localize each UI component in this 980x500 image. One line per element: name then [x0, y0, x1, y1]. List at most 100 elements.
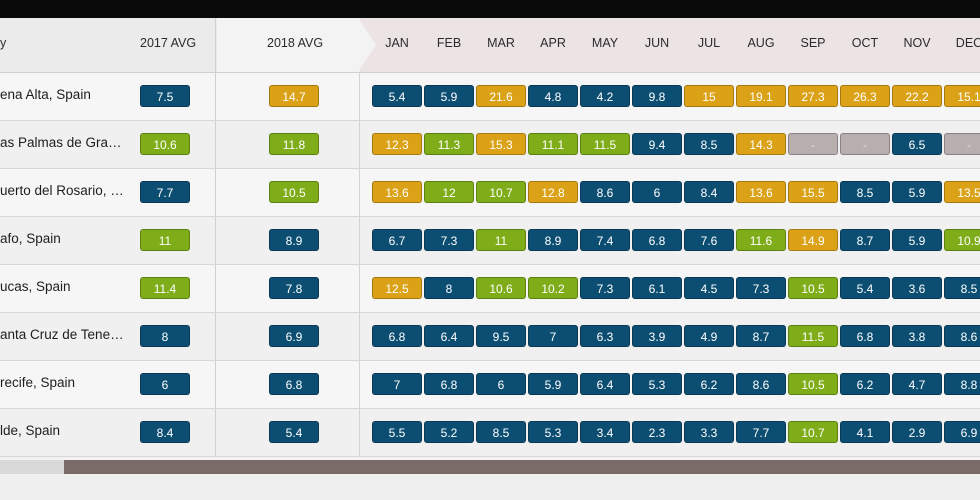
- month-value-may: 7.4: [580, 229, 630, 251]
- month-value-oct: 4.1: [840, 421, 890, 443]
- month-value-oct: 5.4: [840, 277, 890, 299]
- month-value-oct: 8.7: [840, 229, 890, 251]
- avg2018-column-header[interactable]: 2018 AVG: [217, 18, 359, 72]
- table-body: ena Alta, Spain 7.5 14.7 5.4 5.9 21.6 4.8 4.2 9.…: [0, 73, 980, 457]
- table-row[interactable]: recife, Spain 6 6.8 7 6.8 6 5.9 6.4 5.3 6.2 8.6 10.…: [0, 361, 980, 409]
- month-value-dec: -: [944, 133, 980, 155]
- month-value-jun: 3.9: [632, 325, 682, 347]
- month-value-may: 6.3: [580, 325, 630, 347]
- month-value-mar: 6: [476, 373, 526, 395]
- month-header-nov[interactable]: NOV: [903, 36, 931, 50]
- month-value-feb: 11.3: [424, 133, 474, 155]
- column-divider: [359, 217, 360, 264]
- month-value-sep: -: [788, 133, 838, 155]
- month-header-sep[interactable]: SEP: [800, 36, 826, 50]
- avg2018-value: 14.7: [269, 85, 319, 107]
- month-value-jan: 12.3: [372, 133, 422, 155]
- month-value-sep: 27.3: [788, 85, 838, 107]
- month-header-feb[interactable]: FEB: [436, 36, 462, 50]
- table-row[interactable]: anta Cruz de Tene… 8 6.9 6.8 6.4 9.5 7 6.3 3.9 4.…: [0, 313, 980, 361]
- city-name[interactable]: recife, Spain: [0, 375, 76, 390]
- table-row[interactable]: lde, Spain 8.4 5.4 5.5 5.2 8.5 5.3 3.4 2.3 3.3 7.7…: [0, 409, 980, 457]
- month-value-may: 3.4: [580, 421, 630, 443]
- city-cell: ena Alta, Spain: [0, 73, 216, 120]
- month-value-sep: 14.9: [788, 229, 838, 251]
- month-value-dec: 10.9: [944, 229, 980, 251]
- month-value-jan: 6.8: [372, 325, 422, 347]
- month-value-jan: 12.5: [372, 277, 422, 299]
- month-value-sep: 11.5: [788, 325, 838, 347]
- month-value-nov: 6.5: [892, 133, 942, 155]
- month-value-apr: 11.1: [528, 133, 578, 155]
- month-value-mar: 9.5: [476, 325, 526, 347]
- month-value-jan: 6.7: [372, 229, 422, 251]
- city-cell: lde, Spain: [0, 409, 216, 456]
- table-row[interactable]: afo, Spain 11 8.9 6.7 7.3 11 8.9 7.4 6.8 7.6 11.6 1…: [0, 217, 980, 265]
- month-value-jan: 5.4: [372, 85, 422, 107]
- month-value-jun: 5.3: [632, 373, 682, 395]
- month-header-oct[interactable]: OCT: [851, 36, 879, 50]
- table-row[interactable]: uerto del Rosario, … 7.7 10.5 13.6 12 10.7 12.…: [0, 169, 980, 217]
- table-row[interactable]: ena Alta, Spain 7.5 14.7 5.4 5.9 21.6 4.8 4.2 9.…: [0, 73, 980, 121]
- month-value-jan: 5.5: [372, 421, 422, 443]
- avg2017-value: 10.6: [140, 133, 190, 155]
- city-name[interactable]: anta Cruz de Tene…: [0, 327, 124, 342]
- month-header-aug[interactable]: AUG: [747, 36, 775, 50]
- table-header: y 2017 AVG 2018 AVG JAN FEB MAR APR MAY JUN JU…: [0, 18, 980, 73]
- month-header-may[interactable]: MAY: [591, 36, 619, 50]
- city-name[interactable]: lde, Spain: [0, 423, 61, 438]
- month-value-aug: 7.7: [736, 421, 786, 443]
- month-value-feb: 5.2: [424, 421, 474, 443]
- avg2018-value: 6.9: [269, 325, 319, 347]
- city-name[interactable]: ena Alta, Spain: [0, 87, 91, 102]
- month-value-jul: 4.5: [684, 277, 734, 299]
- month-header-jul[interactable]: JUL: [697, 36, 721, 50]
- month-value-oct: 26.3: [840, 85, 890, 107]
- month-value-jul: 8.4: [684, 181, 734, 203]
- month-value-jul: 7.6: [684, 229, 734, 251]
- month-value-oct: 6.2: [840, 373, 890, 395]
- month-value-feb: 5.9: [424, 85, 474, 107]
- month-value-mar: 10.6: [476, 277, 526, 299]
- city-cell: afo, Spain: [0, 217, 216, 264]
- avg2017-header-label[interactable]: 2017 AVG: [140, 36, 197, 50]
- month-value-may: 7.3: [580, 277, 630, 299]
- month-value-apr: 5.3: [528, 421, 578, 443]
- month-header-mar[interactable]: MAR: [487, 36, 515, 50]
- month-header-dec[interactable]: DEC: [955, 36, 980, 50]
- city-name[interactable]: as Palmas de Gra…: [0, 135, 122, 150]
- avg2018-value: 11.8: [269, 133, 319, 155]
- table-row[interactable]: ucas, Spain 11.4 7.8 12.5 8 10.6 10.2 7.3 6.1 4.5…: [0, 265, 980, 313]
- month-value-aug: 14.3: [736, 133, 786, 155]
- top-dark-bar: [0, 0, 980, 18]
- month-value-jul: 6.2: [684, 373, 734, 395]
- month-header-jun[interactable]: JUN: [644, 36, 670, 50]
- table-row[interactable]: as Palmas de Gra… 10.6 11.8 12.3 11.3 15.3 11.…: [0, 121, 980, 169]
- month-value-aug: 19.1: [736, 85, 786, 107]
- city-cell: as Palmas de Gra…: [0, 121, 216, 168]
- month-value-apr: 4.8: [528, 85, 578, 107]
- city-name[interactable]: afo, Spain: [0, 231, 61, 246]
- month-value-apr: 5.9: [528, 373, 578, 395]
- month-header-jan[interactable]: JAN: [385, 36, 409, 50]
- city-name[interactable]: ucas, Spain: [0, 279, 71, 294]
- month-value-sep: 15.5: [788, 181, 838, 203]
- month-header-apr[interactable]: APR: [540, 36, 566, 50]
- month-value-sep: 10.5: [788, 373, 838, 395]
- month-value-dec: 15.1: [944, 85, 980, 107]
- month-value-dec: 8.6: [944, 325, 980, 347]
- month-value-aug: 13.6: [736, 181, 786, 203]
- city-column-header[interactable]: y 2017 AVG: [0, 18, 216, 72]
- city-name[interactable]: uerto del Rosario, …: [0, 183, 124, 198]
- month-value-jun: 9.4: [632, 133, 682, 155]
- month-value-jul: 8.5: [684, 133, 734, 155]
- month-value-mar: 10.7: [476, 181, 526, 203]
- month-value-apr: 8.9: [528, 229, 578, 251]
- horizontal-scrollbar[interactable]: [0, 460, 980, 474]
- month-value-jun: 6: [632, 181, 682, 203]
- column-divider: [359, 409, 360, 456]
- month-value-jan: 7: [372, 373, 422, 395]
- scrollbar-thumb[interactable]: [64, 460, 980, 474]
- avg2018-value: 7.8: [269, 277, 319, 299]
- month-value-may: 11.5: [580, 133, 630, 155]
